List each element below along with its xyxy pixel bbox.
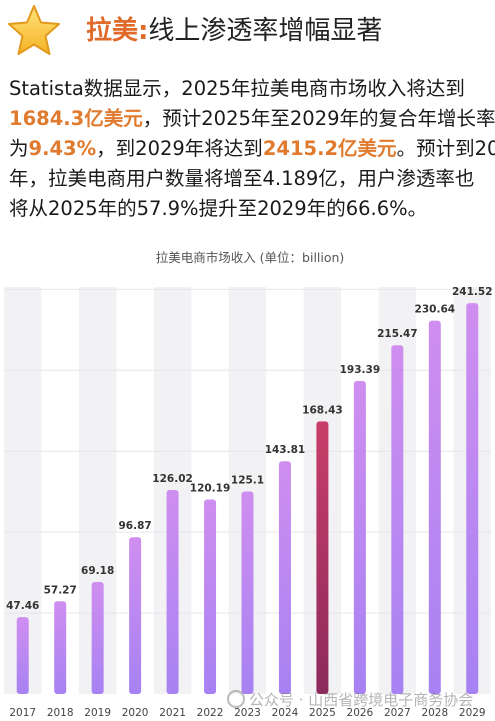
intro-text: 年，拉美电商用户数量将增至4.189亿，用户渗透率也: [9, 167, 475, 190]
highlight-revenue-2029: 2415.2亿美元: [262, 137, 397, 160]
intro-line: Statista数据显示，2025年拉美电商市场收入将达到: [9, 74, 495, 104]
revenue-chart: 拉美电商市场收入 (单位：billion) 47.46 57.27 69.18 96.…: [0, 240, 495, 721]
data-label-2027: 215.47: [377, 328, 418, 340]
intro-paragraph: Statista数据显示，2025年拉美电商市场收入将达到 1684.3亿美元，…: [9, 74, 495, 224]
headline-prefix: 拉美:: [86, 16, 149, 46]
tick-label-2024: 2024: [272, 707, 299, 719]
watermark-text: 公众号 · 山西省跨境电子商务协会: [249, 691, 474, 709]
data-label-2028: 230.64: [415, 304, 456, 316]
data-label-2017: 47.46: [6, 600, 39, 612]
header: 拉美:线上渗透率增幅显著: [0, 0, 495, 62]
highlight-cagr: 9.43%: [28, 137, 97, 160]
data-label-2024: 143.81: [265, 444, 306, 456]
intro-text: 将从2025年的57.9%提升至2029年的66.6%。: [9, 197, 428, 220]
intro-line: 1684.3亿美元，预计2025年至2029年的复合年增长率: [9, 104, 495, 134]
tick-label-2025: 2025: [309, 707, 336, 719]
tick-label-2022: 2022: [197, 707, 224, 719]
tick-label-2021: 2021: [159, 707, 186, 719]
bar-chart-svg: 拉美电商市场收入 (单位：billion) 47.46 57.27 69.18 96.…: [4, 250, 493, 719]
data-label-2019: 69.18: [81, 565, 114, 577]
intro-text: ，预计2025年至2029年的复合年增长率: [142, 107, 495, 130]
data-label-2023: 125.1: [231, 475, 264, 487]
wechat-icon: [227, 690, 245, 708]
data-label-2026: 193.39: [340, 364, 381, 376]
bar-2019: [91, 582, 104, 694]
bar-2023: [241, 491, 254, 694]
data-label-2022: 120.19: [190, 482, 231, 494]
intro-line: 为9.43%，到2029年将达到2415.2亿美元。预计到202: [9, 134, 495, 164]
headline: 拉美:线上渗透率增幅显著: [86, 14, 382, 48]
intro-text: 为: [9, 137, 29, 160]
data-label-2029: 241.52: [452, 286, 493, 298]
bar-2025: [316, 421, 329, 694]
intro-text: 。预计到202: [396, 137, 495, 160]
intro-line: 年，拉美电商用户数量将增至4.189亿，用户渗透率也: [9, 164, 495, 194]
data-label-2021: 126.02: [152, 473, 193, 485]
tick-label-2018: 2018: [47, 707, 74, 719]
bar-2026: [353, 380, 366, 694]
tick-label-2019: 2019: [84, 707, 111, 719]
data-label-2025: 168.43: [302, 404, 343, 416]
bar-2029: [466, 303, 479, 694]
data-label-2018: 57.27: [44, 584, 77, 596]
bar-2020: [129, 537, 142, 694]
highlight-revenue-2025: 1684.3亿美元: [9, 107, 143, 130]
tick-label-2029: 2029: [459, 707, 486, 719]
bar-2021: [166, 490, 179, 694]
tick-label-2023: 2023: [234, 707, 261, 719]
headline-title: 线上渗透率增幅显著: [148, 16, 383, 46]
chart-title: 拉美电商市场收入 (单位：billion): [156, 250, 345, 265]
intro-text: Statista数据显示，2025年拉美电商市场收入将达到: [9, 77, 465, 100]
tick-label-2020: 2020: [122, 707, 149, 719]
bar-2027: [391, 345, 404, 694]
bar-2022: [204, 499, 217, 694]
tick-label-2028: 2028: [421, 707, 448, 719]
intro-line: 将从2025年的57.9%提升至2029年的66.6%。: [9, 194, 495, 224]
tick-label-2026: 2026: [347, 707, 374, 719]
tick-label-2017: 2017: [9, 707, 36, 719]
bar-2018: [54, 601, 67, 694]
star-icon: [8, 5, 60, 55]
intro-text: ，到2029年将达到: [96, 137, 263, 160]
bar-2017: [16, 617, 29, 694]
bar-2028: [428, 320, 441, 694]
watermark: 公众号 · 山西省跨境电子商务协会: [227, 689, 473, 710]
data-label-2020: 96.87: [119, 520, 152, 532]
bar-2024: [278, 461, 291, 694]
tick-label-2027: 2027: [384, 707, 411, 719]
